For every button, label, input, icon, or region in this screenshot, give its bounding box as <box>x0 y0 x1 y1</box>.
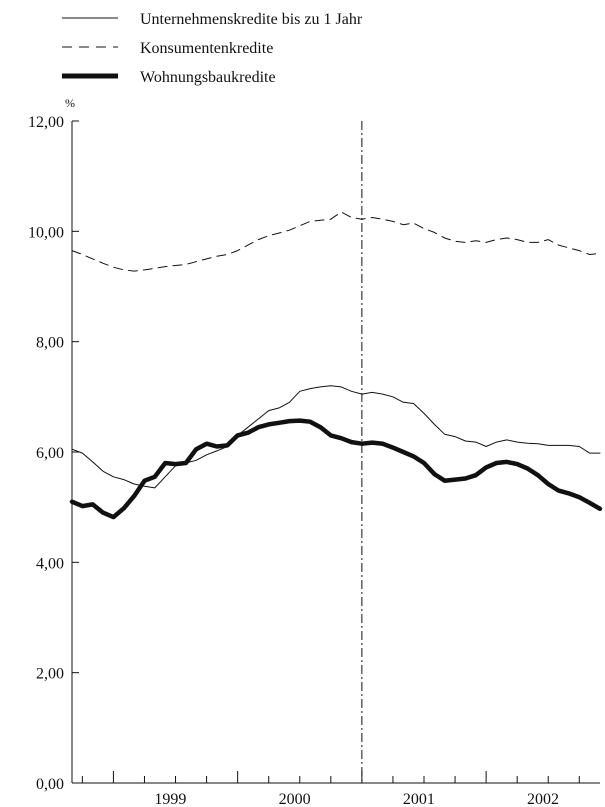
x-tick-label: 2001 <box>403 791 435 807</box>
legend-label-housing: Wohnungsbaukredite <box>140 69 276 86</box>
legend-label-corporate: Unternehmenskredite bis zu 1 Jahr <box>140 11 363 28</box>
legend-label-consumer: Konsumentenkredite <box>140 40 273 57</box>
y-tick-label: 10,00 <box>28 224 64 241</box>
series-line-0 <box>71 385 601 489</box>
x-tick-label: 1999 <box>154 791 186 807</box>
x-tick-label: 2002 <box>527 791 559 807</box>
x-axis: 1999 2000 2001 2002 <box>72 771 600 807</box>
y-tick-label: 2,00 <box>36 666 64 683</box>
y-axis-unit: % <box>65 96 75 110</box>
y-tick-label: 6,00 <box>36 445 64 462</box>
series-layer <box>69 121 603 783</box>
y-tick-label: 8,00 <box>36 335 64 352</box>
y-tick-label: 4,00 <box>36 555 64 572</box>
x-tick-label: 2000 <box>279 791 311 807</box>
y-axis: 0,00 2,00 4,00 6,00 8,00 10,00 12,00 <box>28 114 79 793</box>
legend: Unternehmenskredite bis zu 1 Jahr Konsum… <box>62 11 363 86</box>
series-line-2 <box>69 418 603 520</box>
y-tick-label: 0,00 <box>36 776 64 793</box>
series-line-1 <box>71 211 601 272</box>
y-tick-label: 12,00 <box>28 114 64 131</box>
